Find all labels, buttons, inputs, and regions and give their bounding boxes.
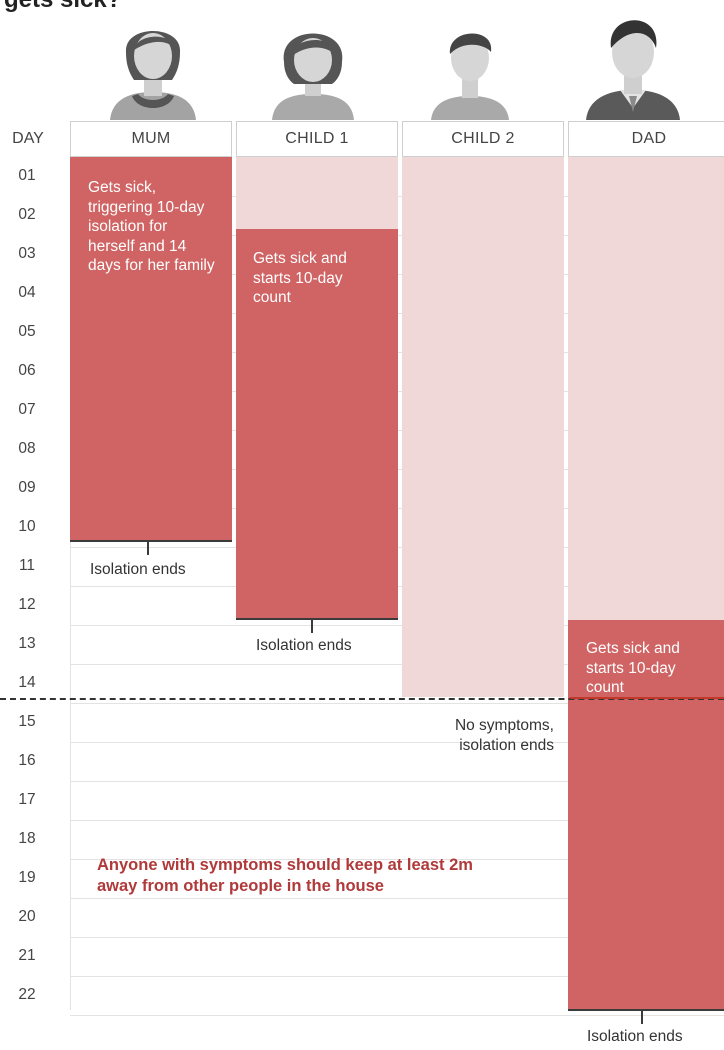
dad-isolation-ends: Isolation ends	[587, 1028, 683, 1045]
grid-divider	[70, 157, 71, 1010]
day-label: 03	[18, 245, 36, 262]
row-separator	[70, 703, 724, 704]
child2-isolating-bar	[402, 157, 564, 697]
mum-end-line	[70, 540, 232, 542]
dad-column-header: DAD	[568, 121, 724, 157]
day-label: 19	[18, 869, 36, 886]
row-separator	[70, 937, 724, 938]
mum-sick-note: Gets sick, triggering 10-day isolation f…	[88, 179, 215, 274]
child1-column-header: CHILD 1	[236, 121, 398, 157]
child1-sick-bar	[236, 229, 398, 619]
man-icon	[584, 8, 682, 120]
dad-sick-bar	[568, 620, 724, 1010]
child1-end-line	[236, 618, 398, 620]
day-label: 17	[18, 791, 36, 808]
day-label: 11	[18, 557, 36, 574]
day-14-household-line	[0, 698, 724, 700]
page-title: gets sick?	[4, 0, 121, 14]
child2-column-header: CHILD 2	[402, 121, 564, 157]
row-separator	[70, 742, 724, 743]
day-label: 04	[18, 284, 36, 301]
day-label: 14	[18, 674, 36, 691]
mum-end-tick	[147, 541, 149, 555]
day-label: 09	[18, 479, 36, 496]
row-separator	[70, 1015, 724, 1016]
child1-isolating-bar	[236, 157, 398, 229]
dad-end-tick	[641, 1010, 643, 1024]
mum-column-header: MUM	[70, 121, 232, 157]
day-label: 18	[18, 830, 36, 847]
day-label: 06	[18, 362, 36, 379]
dad-sick-note: Gets sick and starts 10-day count	[586, 640, 680, 696]
day-column-header: DAY	[12, 130, 44, 147]
mum-isolation-ends: Isolation ends	[90, 561, 186, 578]
child1-isolation-ends: Isolation ends	[256, 637, 352, 654]
child1-end-tick	[311, 619, 313, 633]
dad-household-line	[570, 697, 724, 699]
girl-icon	[266, 14, 360, 120]
day-label: 16	[18, 752, 36, 769]
boy-icon	[423, 14, 517, 120]
day-label: 01	[18, 167, 36, 184]
day-label: 22	[18, 986, 36, 1003]
day-label: 12	[18, 596, 36, 613]
day-label: 05	[18, 323, 36, 340]
advice-text: Anyone with symptoms should keep at leas…	[97, 856, 473, 895]
child2-isolation-ends: No symptoms, isolation ends	[454, 717, 554, 754]
woman-icon	[106, 14, 200, 120]
row-separator	[70, 859, 724, 860]
row-separator	[70, 664, 724, 665]
dad-end-line	[568, 1009, 724, 1011]
day-label: 15	[18, 713, 36, 730]
mum-sick-bar	[70, 157, 232, 541]
day-label: 08	[18, 440, 36, 457]
day-label: 10	[18, 518, 36, 535]
row-separator	[70, 898, 724, 899]
row-separator	[70, 820, 724, 821]
day-label: 20	[18, 908, 36, 925]
row-separator	[70, 625, 724, 626]
row-separator	[70, 976, 724, 977]
day-label: 13	[18, 635, 36, 652]
child1-sick-note: Gets sick and starts 10-day count	[253, 250, 347, 306]
row-separator	[70, 781, 724, 782]
day-label: 21	[18, 947, 36, 964]
dad-isolating-bar	[568, 157, 724, 620]
day-label: 02	[18, 206, 36, 223]
day-label: 07	[18, 401, 36, 418]
